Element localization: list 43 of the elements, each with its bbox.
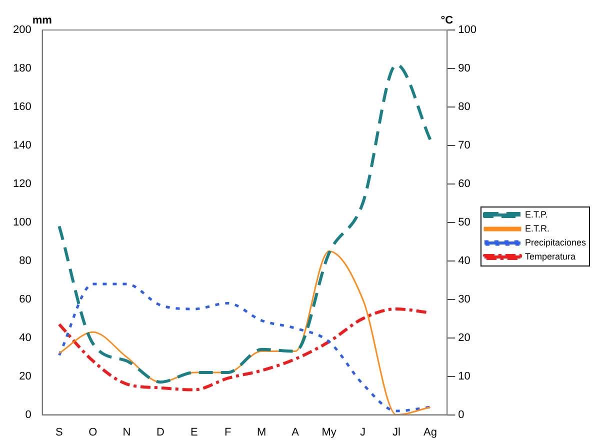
- y-axis-title: mm: [32, 14, 52, 27]
- y-tick-label: 140: [12, 139, 32, 152]
- y-tick-label: 40: [19, 332, 32, 344]
- y-tick-label: 180: [12, 62, 32, 75]
- y2-tick-label: 50: [458, 216, 470, 228]
- y2-tick-label: 20: [458, 332, 470, 344]
- y2-tick-label: 80: [458, 100, 470, 113]
- x-tick-label: S: [56, 426, 63, 438]
- y2-tick-label: 100: [458, 24, 476, 36]
- legend-label: Temperatura: [524, 251, 576, 262]
- y-tick-label: 0: [25, 408, 32, 421]
- x-tick-label: Jl: [392, 426, 400, 438]
- line-series: [58, 63, 432, 384]
- x-tick-label: Ag: [424, 426, 437, 438]
- x-tick-label: A: [292, 426, 300, 438]
- legend-label: E.T.P.: [524, 209, 548, 220]
- x-tick-label: F: [224, 426, 232, 438]
- x-tick-label: N: [122, 426, 131, 438]
- y-tick-label: 100: [12, 216, 32, 228]
- y2-tick-label: 70: [458, 139, 470, 152]
- x-tick-label: J: [360, 426, 366, 438]
- y2-tick-label: 60: [458, 178, 470, 190]
- y-tick-label: 60: [19, 293, 32, 306]
- y-tick-label: 160: [12, 100, 32, 113]
- x-tick-label: My: [322, 426, 337, 438]
- x-tick-label: M: [257, 426, 266, 438]
- legend-label: Precipitaciones: [524, 237, 586, 248]
- y2-tick-label: 10: [458, 370, 470, 382]
- y2-tick-label: 0: [458, 408, 464, 421]
- y2-tick-label: 30: [458, 293, 470, 306]
- y-tick-label: 20: [19, 370, 32, 382]
- line-series: [58, 307, 432, 392]
- legend-label: E.T.R.: [524, 223, 550, 234]
- y-tick-label: 200: [12, 24, 32, 36]
- y2-axis-title: °C: [440, 14, 454, 27]
- y-tick-label: 120: [12, 178, 32, 190]
- y-tick-label: 80: [19, 254, 32, 267]
- x-tick-label: D: [156, 426, 164, 438]
- y2-tick-label: 40: [458, 254, 470, 267]
- y2-tick-label: 90: [458, 62, 470, 75]
- x-tick-label: E: [190, 426, 198, 438]
- x-tick-label: O: [88, 426, 98, 438]
- line-series: [58, 282, 432, 412]
